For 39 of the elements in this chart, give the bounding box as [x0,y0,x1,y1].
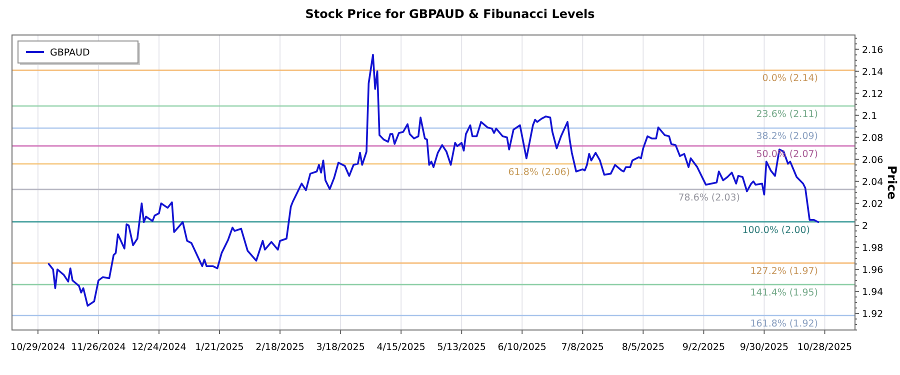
y-axis-title: Price [885,165,899,200]
y-tick-label: 2.14 [862,66,884,78]
y-tick-label: 1.94 [862,286,884,298]
x-tick-label: 5/13/2025 [437,342,486,353]
y-tick-label: 2.08 [862,132,884,144]
y-tick-label: 2.16 [862,44,884,56]
ref-line-label: 23.6% (2.11) [756,109,818,120]
ref-line-label: 78.6% (2.03) [678,192,740,204]
ref-line-label: 141.4% (1.95) [750,288,818,299]
x-tick-label: 2/18/2025 [256,342,304,353]
y-tick-label: 2.04 [862,176,884,188]
ref-line-label: 161.8% (1.92) [750,318,818,330]
y-tick-label: 2.12 [862,88,884,100]
y-tick-label: 1.92 [862,308,884,320]
y-tick-label: 2.06 [862,154,884,166]
y-tick-label: 2.1 [862,110,878,122]
ref-line-label: 127.2% (1.97) [750,266,818,278]
y-tick-label: 1.96 [862,264,884,276]
x-tick-label: 10/29/2024 [10,342,66,353]
x-tick-label: 12/24/2024 [132,342,186,353]
x-tick-label: 7/8/2025 [561,342,604,353]
x-tick-label: 9/2/2025 [682,342,726,353]
x-tick-label: 3/18/2025 [316,342,365,353]
legend-label: GBPAUD [50,48,90,58]
ref-line-label: 38.2% (2.09) [756,131,818,142]
x-tick-label: 10/28/2025 [797,342,852,353]
x-tick-label: 6/10/2025 [498,342,546,353]
x-tick-label: 9/30/2025 [740,342,789,353]
y-tick-label: 1.98 [862,242,884,254]
x-tick-label: 8/5/2025 [622,342,665,353]
x-tick-label: 4/15/2025 [376,342,426,353]
chart-title: Stock Price for GBPAUD & Fibunacci Levels [305,7,595,21]
x-tick-label: 11/26/2024 [71,342,126,353]
ref-line-label: 100.0% (2.00) [742,224,810,236]
y-tick-label: 2.02 [862,198,884,210]
y-tick-label: 2 [862,220,868,232]
ref-line-label: 61.8% (2.06) [508,166,570,178]
x-tick-label: 1/21/2025 [195,342,244,353]
ref-line-label: 0.0% (2.14) [762,73,818,84]
